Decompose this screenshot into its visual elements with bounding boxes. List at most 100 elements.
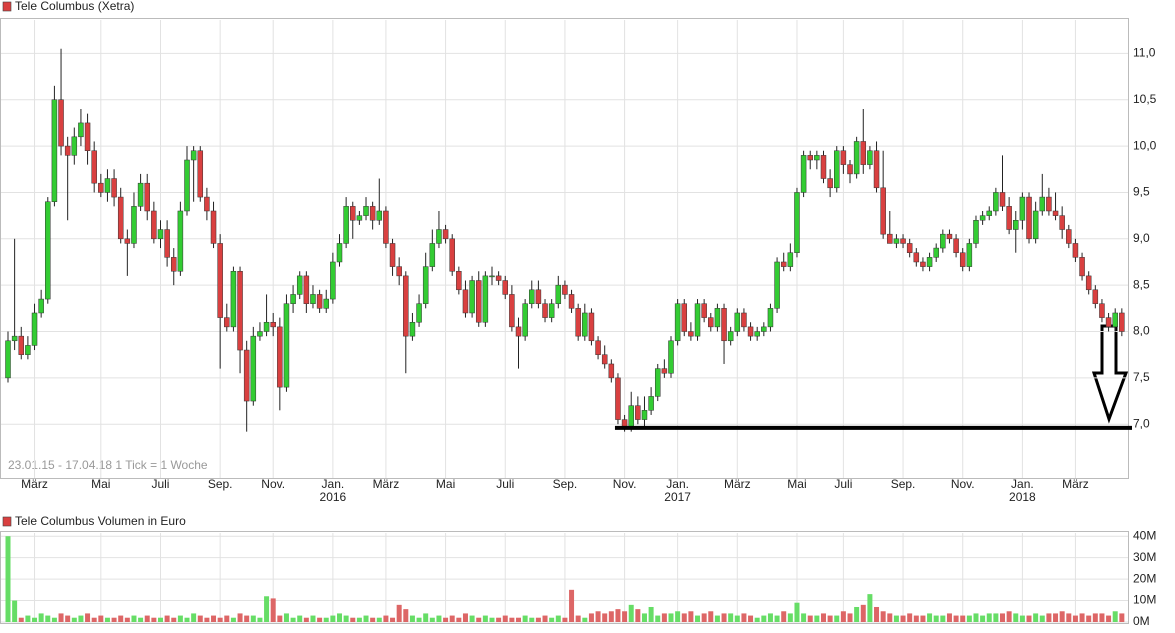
candle-body bbox=[893, 238, 900, 244]
candle-body bbox=[853, 141, 860, 175]
candle-body bbox=[701, 303, 707, 318]
volume-bar bbox=[628, 604, 634, 622]
volume-bar bbox=[509, 617, 515, 622]
candle-body bbox=[31, 312, 38, 346]
volume-frame bbox=[0, 531, 1129, 624]
volume-bar bbox=[721, 613, 727, 622]
volume-title: Tele Columbus Volumen in Euro bbox=[15, 514, 186, 528]
volume-bar bbox=[456, 617, 462, 622]
volume-bar bbox=[1072, 615, 1078, 622]
candle-body bbox=[124, 238, 131, 244]
candle-body bbox=[363, 206, 369, 216]
volume-bar bbox=[807, 615, 813, 622]
candle-body bbox=[628, 405, 634, 430]
volume-bar bbox=[641, 613, 647, 622]
candle-body bbox=[164, 229, 170, 258]
candle-body bbox=[920, 261, 926, 267]
candle-body bbox=[800, 155, 807, 193]
y-tick-label: 9,0 bbox=[1133, 231, 1150, 245]
candle-body bbox=[204, 196, 210, 212]
volume-bar bbox=[728, 613, 734, 622]
volume-bar bbox=[197, 615, 203, 622]
candle-body bbox=[210, 210, 217, 244]
legend-swatch bbox=[2, 516, 12, 527]
candle-body bbox=[754, 331, 760, 337]
candle-body bbox=[336, 243, 343, 263]
volume-bar bbox=[522, 615, 528, 622]
volume-bar bbox=[237, 613, 243, 622]
candle-body bbox=[277, 326, 283, 388]
volume-bar bbox=[436, 615, 442, 622]
x-tick-label: Jan. bbox=[322, 477, 345, 491]
volume-bar bbox=[595, 611, 601, 622]
volume-bar bbox=[423, 613, 429, 622]
volume-bar bbox=[449, 615, 455, 622]
candle-body bbox=[217, 243, 223, 318]
volume-bar bbox=[317, 617, 323, 622]
candle-body bbox=[721, 308, 727, 342]
volume-bar bbox=[648, 606, 654, 622]
candle-body bbox=[111, 178, 117, 198]
volume-bar bbox=[535, 617, 541, 622]
volume-bar bbox=[469, 615, 475, 622]
candle-body bbox=[197, 150, 204, 198]
volume-bar bbox=[960, 615, 966, 622]
volume-bar bbox=[946, 613, 952, 622]
candle-body bbox=[774, 261, 780, 309]
volume-bar bbox=[1112, 611, 1118, 622]
candle-body bbox=[734, 312, 741, 332]
volume-bar bbox=[85, 613, 91, 622]
y-tick-label: 10M bbox=[1133, 593, 1156, 607]
volume-bar bbox=[118, 615, 124, 622]
x-year-label: 2016 bbox=[320, 490, 347, 504]
volume-bar bbox=[390, 617, 396, 622]
legend-swatch bbox=[2, 1, 12, 12]
volume-bar bbox=[244, 615, 250, 622]
volume-bar bbox=[131, 615, 137, 622]
range-note: 23.01.15 - 17.04.18 1 Tick = 1 Woche bbox=[8, 458, 208, 472]
volume-bar bbox=[78, 615, 84, 622]
candle-body bbox=[940, 233, 946, 249]
volume-bar bbox=[482, 615, 488, 622]
volume-bar bbox=[781, 611, 787, 622]
x-tick-label: März bbox=[373, 477, 400, 491]
volume-bar bbox=[151, 617, 157, 622]
volume-bar bbox=[940, 615, 946, 622]
volume-bar bbox=[920, 615, 926, 622]
candle-body bbox=[668, 340, 674, 374]
candle-body bbox=[257, 331, 263, 337]
volume-bar bbox=[409, 615, 415, 622]
candle-body bbox=[820, 155, 827, 179]
volume-bar bbox=[569, 589, 575, 622]
candle-body bbox=[151, 210, 157, 240]
volume-bar bbox=[489, 617, 495, 622]
candle-body bbox=[396, 266, 402, 277]
volume-bar bbox=[801, 613, 807, 622]
x-tick-label: Jan. bbox=[666, 477, 689, 491]
candle-body bbox=[369, 206, 376, 221]
volume-bar bbox=[310, 615, 316, 622]
candle-body bbox=[330, 261, 336, 300]
candle-body bbox=[303, 275, 310, 304]
volume-bar bbox=[376, 617, 382, 622]
candle-body bbox=[834, 150, 840, 189]
volume-bar bbox=[588, 613, 594, 622]
volume-bar bbox=[58, 613, 64, 622]
candle-body bbox=[906, 243, 913, 253]
candle-body bbox=[973, 220, 979, 244]
volume-bar bbox=[1066, 613, 1072, 622]
candle-body bbox=[1119, 312, 1125, 332]
candle-body bbox=[71, 136, 78, 156]
x-tick-label: Juli bbox=[496, 477, 514, 491]
candle-body bbox=[383, 210, 389, 244]
volume-bar bbox=[741, 613, 747, 622]
volume-bar bbox=[104, 617, 110, 622]
candle-body bbox=[1052, 210, 1059, 216]
candle-body bbox=[694, 303, 701, 337]
candle-body bbox=[283, 303, 290, 388]
volume-bar bbox=[250, 615, 256, 622]
volume-bar bbox=[230, 617, 236, 622]
candle-body bbox=[343, 206, 349, 244]
y-tick-label: 8,0 bbox=[1133, 324, 1150, 338]
volume-bar bbox=[1106, 615, 1112, 622]
